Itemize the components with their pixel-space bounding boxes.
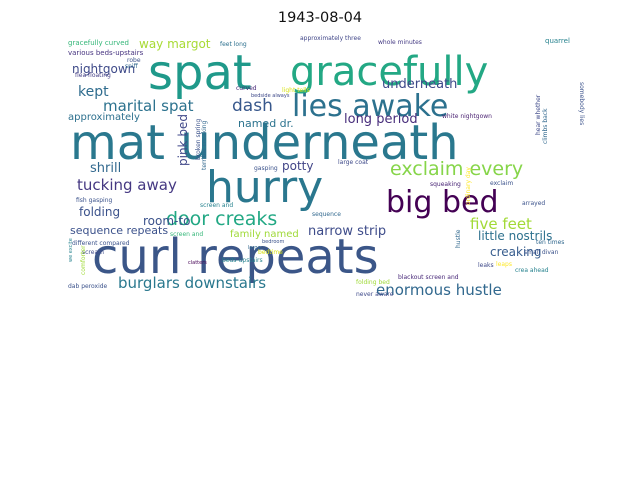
word-58: screen and: [200, 202, 233, 209]
word-44: somebody lies: [578, 82, 585, 125]
word-5: big bed: [386, 185, 499, 220]
word-26: room-to: [143, 214, 190, 228]
word-57: hustle: [455, 229, 462, 248]
word-1: mat underneath: [70, 115, 459, 171]
word-21: sequence repeats: [70, 224, 168, 237]
word-31: approximately: [68, 112, 140, 123]
chart-title: 1943-08-04: [277, 10, 363, 26]
word-61: scream: [82, 249, 104, 256]
word-8: door creaks: [166, 208, 277, 230]
word-0: curl repeats: [92, 229, 379, 285]
word-6: lies awake: [292, 89, 448, 124]
word-45: white nightgown: [442, 113, 492, 120]
word-27: folding: [79, 205, 120, 219]
word-38: bedside always: [251, 93, 290, 99]
word-75: never aware: [356, 291, 394, 298]
word-78: large: [248, 245, 261, 251]
word-50: gasping: [254, 165, 278, 172]
word-62: screen and: [170, 231, 203, 238]
word-67: small divan: [524, 249, 559, 256]
word-66: ten times: [536, 239, 564, 246]
word-35: sniff: [125, 63, 139, 70]
word-41: approximately three: [300, 35, 361, 42]
word-2: spat: [148, 45, 252, 101]
word-63: bedroom: [262, 239, 284, 245]
word-13: dash: [232, 96, 273, 116]
word-39: light tells: [282, 87, 310, 94]
word-4: hurry: [206, 162, 323, 213]
word-17: nightgown: [72, 62, 135, 76]
word-36: robe: [127, 57, 141, 64]
word-51: large coat: [338, 159, 369, 166]
word-24: shrill: [90, 161, 121, 176]
word-16: way margot: [139, 37, 211, 51]
word-43: quarrel: [545, 37, 570, 45]
word-70: clatters: [188, 260, 207, 266]
word-7: exclaim every: [390, 158, 523, 180]
word-14: marital spat: [103, 97, 194, 115]
word-20: narrow strip: [308, 224, 386, 239]
word-11: enormous hustle: [376, 281, 502, 299]
word-18: kept: [78, 84, 109, 100]
word-60: different compared: [72, 240, 130, 247]
word-72: dab peroxide: [68, 283, 108, 290]
word-74: blackout screen and: [398, 274, 459, 281]
word-68: leaks: [478, 262, 494, 269]
word-34: gracefully curved: [68, 39, 129, 47]
word-25: pink bed: [176, 114, 190, 166]
word-32: various beds-upstairs: [68, 49, 144, 57]
word-46: climbs back: [542, 108, 549, 144]
word-22: little nostrils: [478, 229, 552, 243]
word-56: arrayed: [522, 200, 545, 207]
word-28: potty: [282, 159, 313, 173]
word-52: fish gasping: [76, 197, 113, 204]
word-23: creaking: [490, 245, 542, 259]
word-49: broken spring: [195, 119, 202, 160]
word-73: folding bed: [356, 279, 390, 286]
word-37: curved: [236, 85, 257, 92]
word-30: family named: [230, 229, 299, 240]
word-9: tucking away: [77, 176, 177, 194]
word-33: flea floating: [75, 72, 111, 79]
word-77: bedtime: [258, 249, 283, 256]
word-15: underneath: [382, 77, 457, 92]
word-65: comforter: [80, 245, 87, 275]
word-54: exclaim: [490, 180, 513, 187]
word-55: ordinary day: [465, 167, 472, 205]
word-69: crea ahead: [515, 267, 549, 274]
word-76: we excite: [68, 238, 74, 262]
word-47: hear whether: [535, 94, 542, 135]
word-42: whole minutes: [378, 39, 422, 46]
word-59: sequence: [312, 211, 341, 218]
word-40: feet long: [220, 41, 247, 48]
word-53: squeaking: [430, 181, 461, 188]
word-3: gracefully: [290, 49, 488, 95]
word-12: five feet: [470, 215, 532, 233]
word-48: terrible creaking: [201, 120, 208, 170]
word-71: beds-upstairs: [222, 257, 263, 264]
word-19: long period: [344, 112, 418, 127]
word-64: leaps: [496, 261, 512, 268]
word-29: named dr.: [238, 117, 294, 130]
word-10: burglars downstairs: [118, 274, 266, 292]
